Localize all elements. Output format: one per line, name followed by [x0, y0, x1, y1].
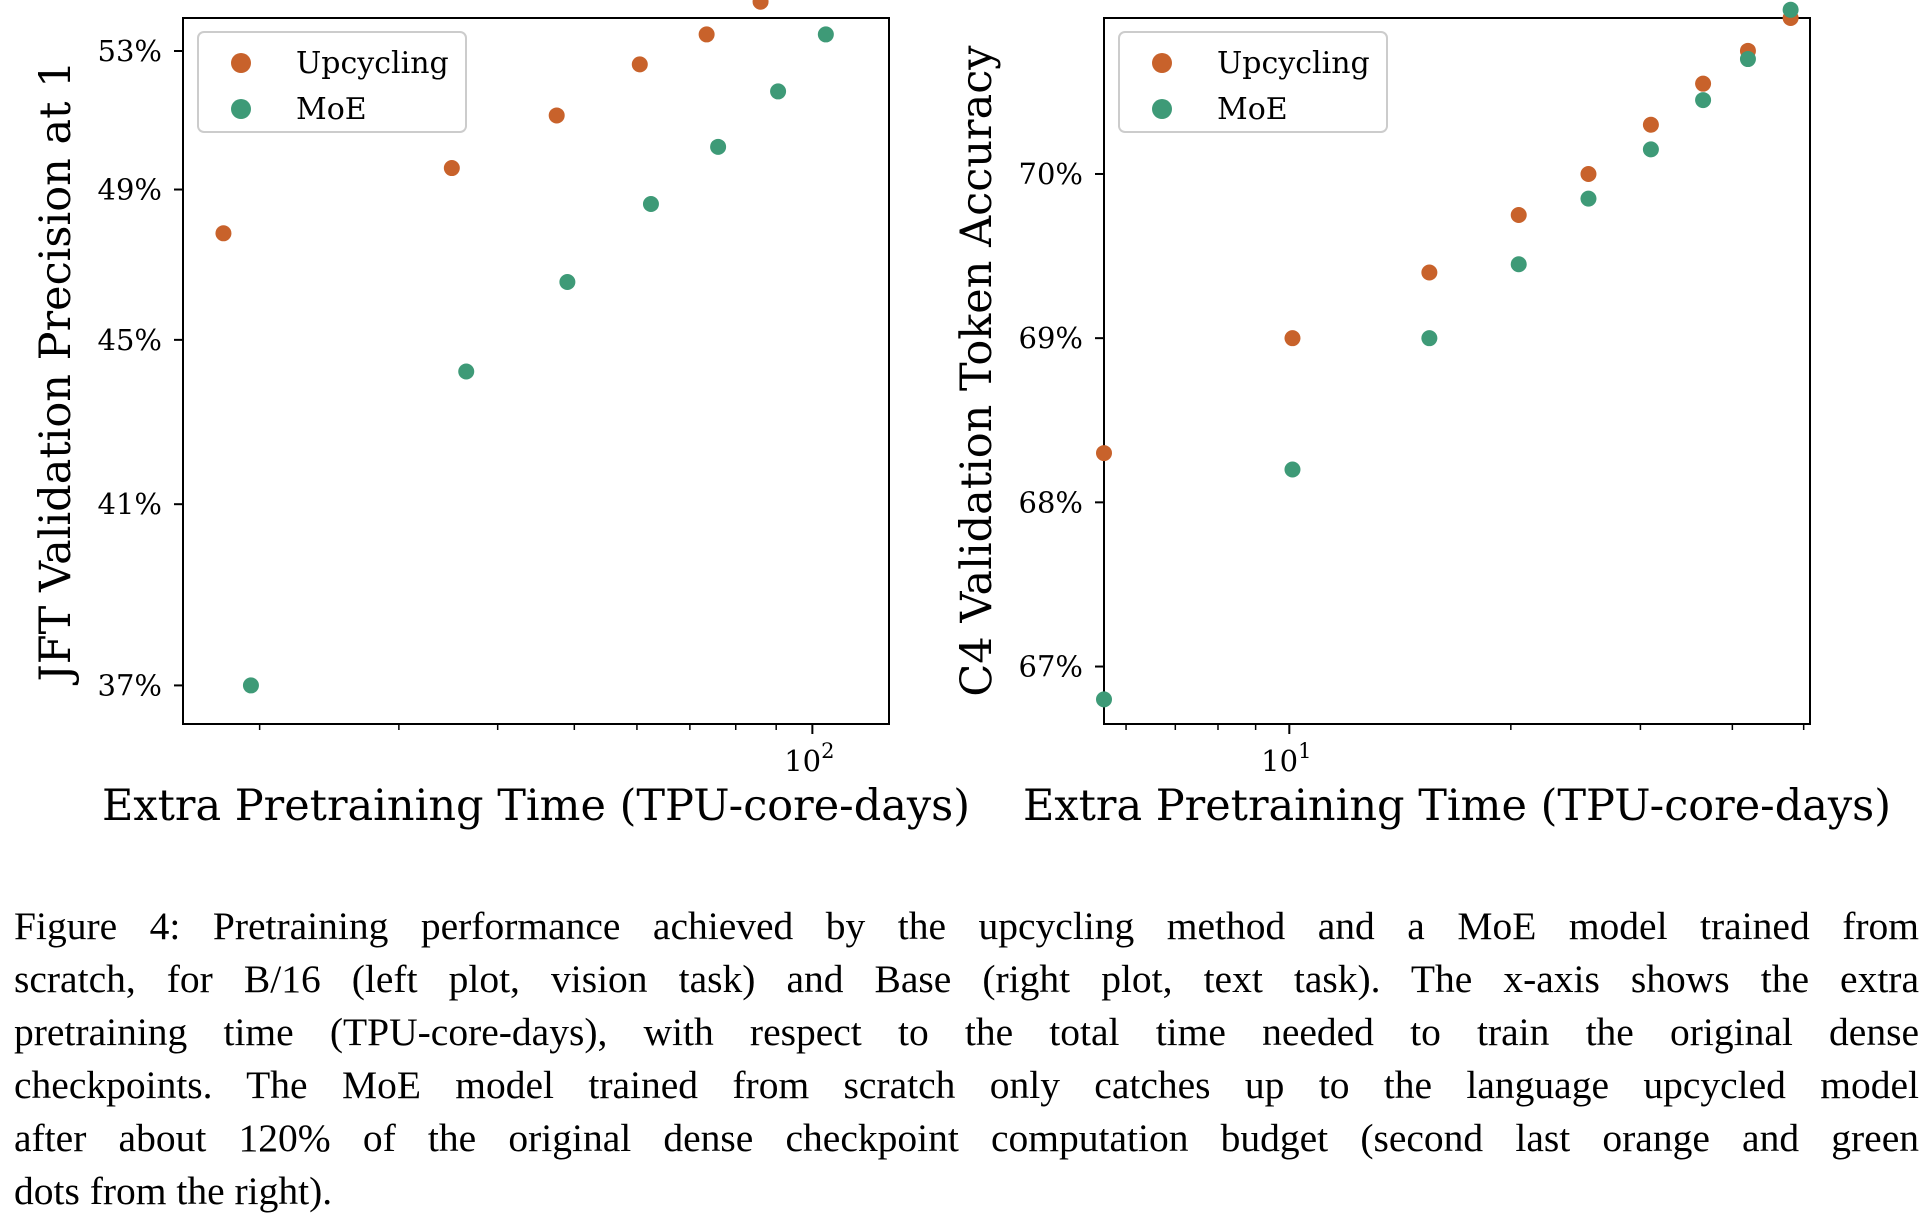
upcycling-point: [443, 160, 460, 177]
moe-point: [642, 195, 659, 212]
right-data-points: [1096, 1, 1799, 708]
figure-4: 53% 49% 45% 41% 37% 102 Upcycling MoE JFT Val…: [31, 0, 1891, 831]
right-y-axis-label: C4 Validation Token Accuracy: [952, 45, 1002, 697]
moe-point: [710, 138, 727, 155]
moe-point: [1782, 1, 1799, 18]
caption-line: checkpoints. The MoE model trained from …: [14, 1063, 1919, 1107]
caption-line: after about 120% of the original dense c…: [14, 1116, 1919, 1160]
legend-box: [1118, 31, 1388, 133]
moe-point: [1739, 51, 1756, 68]
caption-line: dots from the right).: [14, 1169, 333, 1213]
moe-point: [1284, 461, 1301, 478]
caption-line: pretraining time (TPU-core-days), with r…: [14, 1010, 1919, 1054]
right-plot-area: [1103, 17, 1811, 725]
legend-marker: [1152, 53, 1172, 73]
upcycling-point: [1421, 264, 1438, 281]
y-tick-label: 70%: [1019, 157, 1083, 191]
left-plot-jft: 53% 49% 45% 41% 37% 102 Upcycling MoE JFT Val…: [31, 0, 970, 831]
left-y-ticks: 53% 49% 45% 41% 37%: [98, 34, 183, 702]
moe-point: [770, 83, 787, 100]
right-y-ticks: 70% 69% 68% 67%: [1019, 157, 1104, 684]
moe-point: [242, 677, 259, 694]
figure-caption: Figure 4: Pretraining performance achiev…: [14, 900, 1919, 1218]
upcycling-point: [1510, 207, 1527, 224]
upcycling-point: [1580, 165, 1597, 182]
moe-point: [1642, 141, 1659, 158]
legend-marker: [1152, 99, 1172, 119]
left-x-axis-label: Extra Pretraining Time (TPU-core-days): [102, 781, 970, 831]
legend-label: MoE: [296, 92, 367, 127]
y-tick-label: 67%: [1019, 650, 1083, 684]
moe-point: [817, 26, 834, 43]
upcycling-point: [698, 26, 715, 43]
caption-line: scratch, for B/16 (left plot, vision tas…: [14, 957, 1919, 1001]
upcycling-point: [752, 0, 769, 10]
legend-label: MoE: [1217, 92, 1288, 127]
left-plot-area: [182, 17, 890, 725]
upcycling-point: [1284, 330, 1301, 347]
left-x-ticks: 102: [258, 724, 835, 778]
upcycling-point: [1642, 116, 1659, 133]
moe-point: [1096, 691, 1112, 708]
upcycling-point: [548, 107, 565, 124]
legend-label: Upcycling: [1217, 46, 1370, 81]
y-tick-label: 68%: [1019, 485, 1083, 519]
moe-point: [1580, 190, 1597, 207]
upcycling-point: [631, 56, 648, 73]
right-x-axis-label: Extra Pretraining Time (TPU-core-days): [1023, 781, 1891, 831]
x-tick-label: 102: [784, 739, 834, 778]
x-tick-label: 101: [1261, 739, 1311, 778]
caption-line: Figure 4: Pretraining performance achiev…: [14, 904, 1919, 948]
y-tick-label: 53%: [98, 34, 162, 68]
right-plot-c4: 70% 69% 68% 67% 101 Upcycling MoE C4 Validat…: [952, 1, 1891, 831]
moe-point: [1421, 330, 1438, 347]
moe-point: [1510, 256, 1527, 273]
upcycling-point: [215, 225, 232, 242]
upcycling-point: [1096, 445, 1112, 462]
left-legend: Upcycling MoE: [197, 31, 467, 133]
y-tick-label: 41%: [98, 487, 162, 521]
left-data-points: [215, 0, 834, 694]
legend-box: [197, 31, 467, 133]
moe-point: [1695, 92, 1712, 109]
y-tick-label: 45%: [98, 323, 162, 357]
legend-marker: [231, 99, 251, 119]
left-y-axis-label: JFT Validation Precision at 1: [31, 61, 81, 686]
y-tick-label: 37%: [98, 668, 162, 702]
right-legend: Upcycling MoE: [1118, 31, 1388, 133]
legend-label: Upcycling: [296, 46, 449, 81]
right-x-ticks: 101: [1125, 724, 1805, 778]
moe-point: [559, 273, 576, 290]
upcycling-point: [1695, 75, 1712, 92]
y-tick-label: 49%: [98, 173, 162, 207]
moe-point: [458, 363, 475, 380]
legend-marker: [231, 53, 251, 73]
y-tick-label: 69%: [1019, 321, 1083, 355]
